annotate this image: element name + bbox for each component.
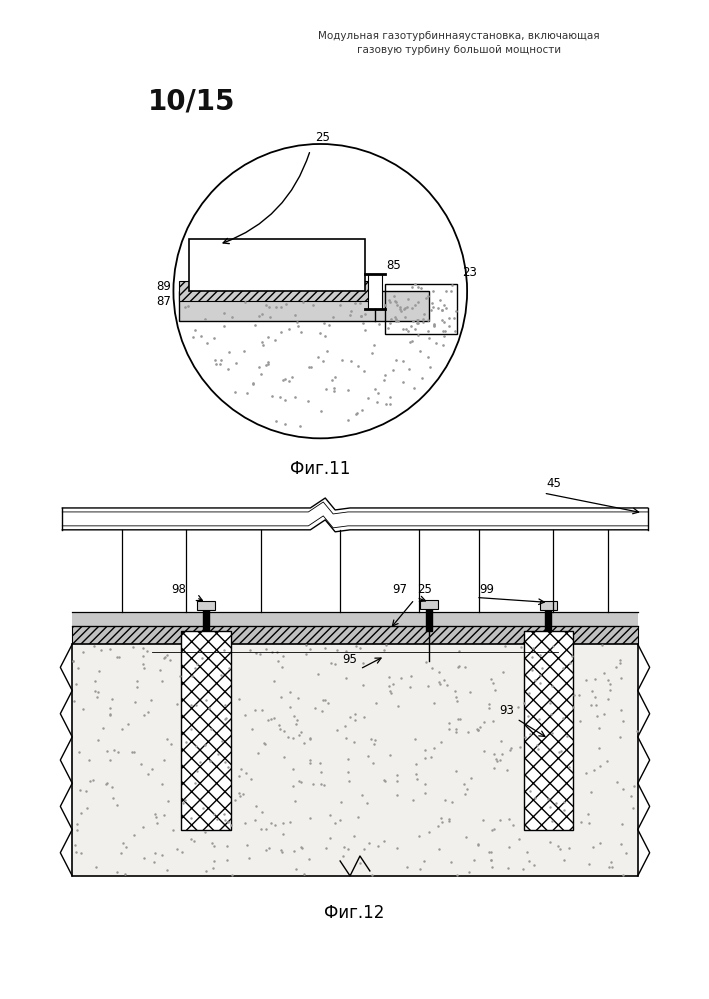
Bar	[524, 631, 574, 830]
Text: 85: 85	[386, 260, 401, 273]
Bar	[179, 291, 430, 321]
Text: Модульная газотурбиннаяустановка, включающая: Модульная газотурбиннаяустановка, включа…	[318, 31, 600, 41]
Text: 93: 93	[499, 703, 514, 717]
Text: 10/15: 10/15	[147, 87, 235, 115]
Bar	[420, 600, 438, 609]
Bar	[72, 626, 638, 644]
Bar	[72, 644, 638, 876]
Text: 25: 25	[418, 583, 432, 596]
Bar	[197, 601, 215, 610]
Text: 23: 23	[462, 266, 477, 280]
Text: 45: 45	[547, 478, 562, 491]
Text: 98: 98	[172, 583, 186, 596]
Text: Фиг.11: Фиг.11	[290, 461, 350, 479]
Bar	[189, 240, 365, 291]
Text: 97: 97	[393, 583, 408, 596]
Text: 99: 99	[479, 583, 494, 596]
Text: Фиг.12: Фиг.12	[324, 904, 384, 922]
Text: газовую турбину большой мощности: газовую турбину большой мощности	[357, 45, 562, 55]
Text: 95: 95	[342, 653, 357, 666]
Bar	[368, 275, 381, 309]
Text: 25: 25	[316, 131, 330, 144]
Bar	[182, 631, 231, 830]
Text: 89: 89	[157, 280, 172, 293]
Bar	[540, 601, 557, 610]
Text: 87: 87	[157, 295, 172, 308]
Bar	[385, 284, 457, 334]
Bar	[179, 282, 370, 301]
